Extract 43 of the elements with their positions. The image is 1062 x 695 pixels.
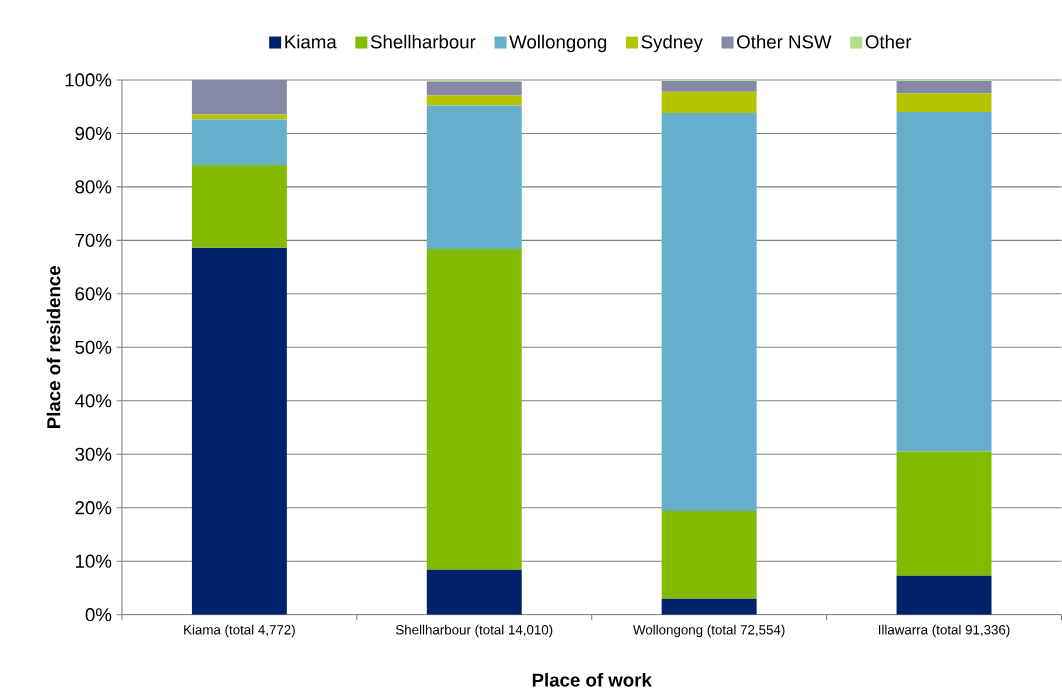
bar <box>191 248 287 615</box>
x-axis-title: Place of work <box>532 673 652 687</box>
bar <box>896 451 992 576</box>
y-tick-label: 90% <box>75 126 112 141</box>
bar <box>426 81 522 96</box>
y-tick-label: 10% <box>75 554 112 568</box>
legend-label: Other <box>865 34 912 49</box>
y-tick-label: 60% <box>75 287 112 301</box>
bar <box>896 81 992 94</box>
x-tick-label: Shellharbour (total 14,010) <box>395 624 553 638</box>
bar <box>426 569 522 615</box>
bar <box>191 165 287 249</box>
y-axis-title: Place of residence <box>46 266 61 429</box>
bar <box>661 511 757 599</box>
y-tick-label: 70% <box>75 233 112 248</box>
bar <box>896 112 992 452</box>
bar <box>896 93 992 113</box>
legend-label: Kiama <box>285 34 337 49</box>
legend-label: Wollongong <box>509 34 607 53</box>
x-tick-label: Wollongong (total 72,554) <box>633 624 785 638</box>
y-tick-label: 80% <box>75 180 112 194</box>
bar <box>426 249 522 570</box>
bar <box>426 95 522 106</box>
y-tick-label: 30% <box>75 447 112 462</box>
x-tick-label: Illawarra (total 91,336) <box>878 624 1010 638</box>
bar <box>426 105 522 250</box>
legend-label: Shellharbour <box>370 34 476 49</box>
legend-label: Other NSW <box>737 34 832 49</box>
y-tick-label: 50% <box>75 340 112 355</box>
bar <box>661 113 757 512</box>
y-tick-label: 40% <box>74 394 112 408</box>
legend-label: Sydney <box>641 34 703 53</box>
bar <box>191 119 287 166</box>
y-tick-label: 20% <box>75 501 112 515</box>
bar <box>191 114 287 120</box>
bar <box>661 598 757 615</box>
bar <box>661 81 757 92</box>
bar <box>661 91 757 114</box>
bar <box>896 575 992 615</box>
bar <box>191 80 287 115</box>
x-tick-label: Kiama (total 4,772) <box>184 624 295 638</box>
y-tick-label: 0% <box>85 608 112 622</box>
y-tick-label: 100% <box>65 73 112 87</box>
